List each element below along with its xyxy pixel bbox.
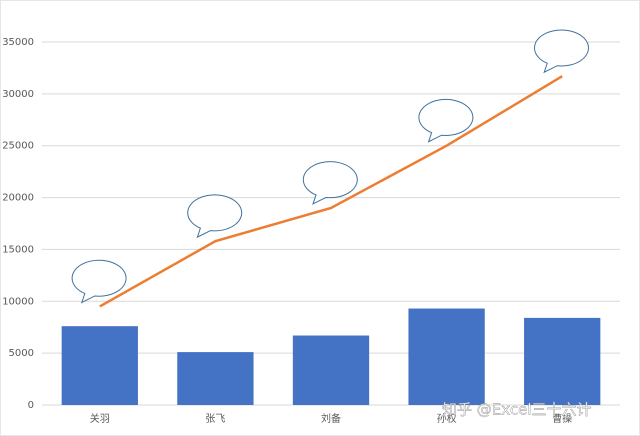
line bbox=[99, 75, 563, 308]
y-tick-label: 30000 bbox=[2, 89, 34, 100]
bar bbox=[292, 335, 370, 405]
bar bbox=[177, 352, 254, 405]
x-tick-label: 刘备 bbox=[321, 412, 341, 425]
x-tick-label: 孙权 bbox=[437, 412, 457, 425]
x-tick-label: 张飞 bbox=[205, 413, 225, 425]
x-tick-label: 关羽 bbox=[90, 412, 110, 425]
bar bbox=[61, 326, 138, 405]
y-tick-label: 35000 bbox=[2, 37, 34, 48]
y-tick-label: 0 bbox=[28, 400, 34, 411]
bar bbox=[408, 308, 485, 405]
y-tick-label: 20000 bbox=[2, 193, 34, 204]
y-tick-label: 10000 bbox=[2, 296, 34, 307]
watermark: 知乎 @Excel三十六计 bbox=[442, 401, 592, 419]
y-tick-label: 25000 bbox=[2, 141, 34, 152]
x-tick-label: 曹操 bbox=[552, 412, 572, 425]
speech-bubble bbox=[418, 98, 474, 143]
speech-bubble bbox=[302, 161, 358, 205]
speech-bubble bbox=[187, 194, 243, 239]
y-tick-label: 15000 bbox=[2, 244, 34, 255]
y-tick-label: 5000 bbox=[9, 348, 34, 359]
speech-bubble bbox=[71, 259, 127, 304]
speech-bubble bbox=[534, 29, 589, 74]
bar bbox=[524, 317, 601, 405]
